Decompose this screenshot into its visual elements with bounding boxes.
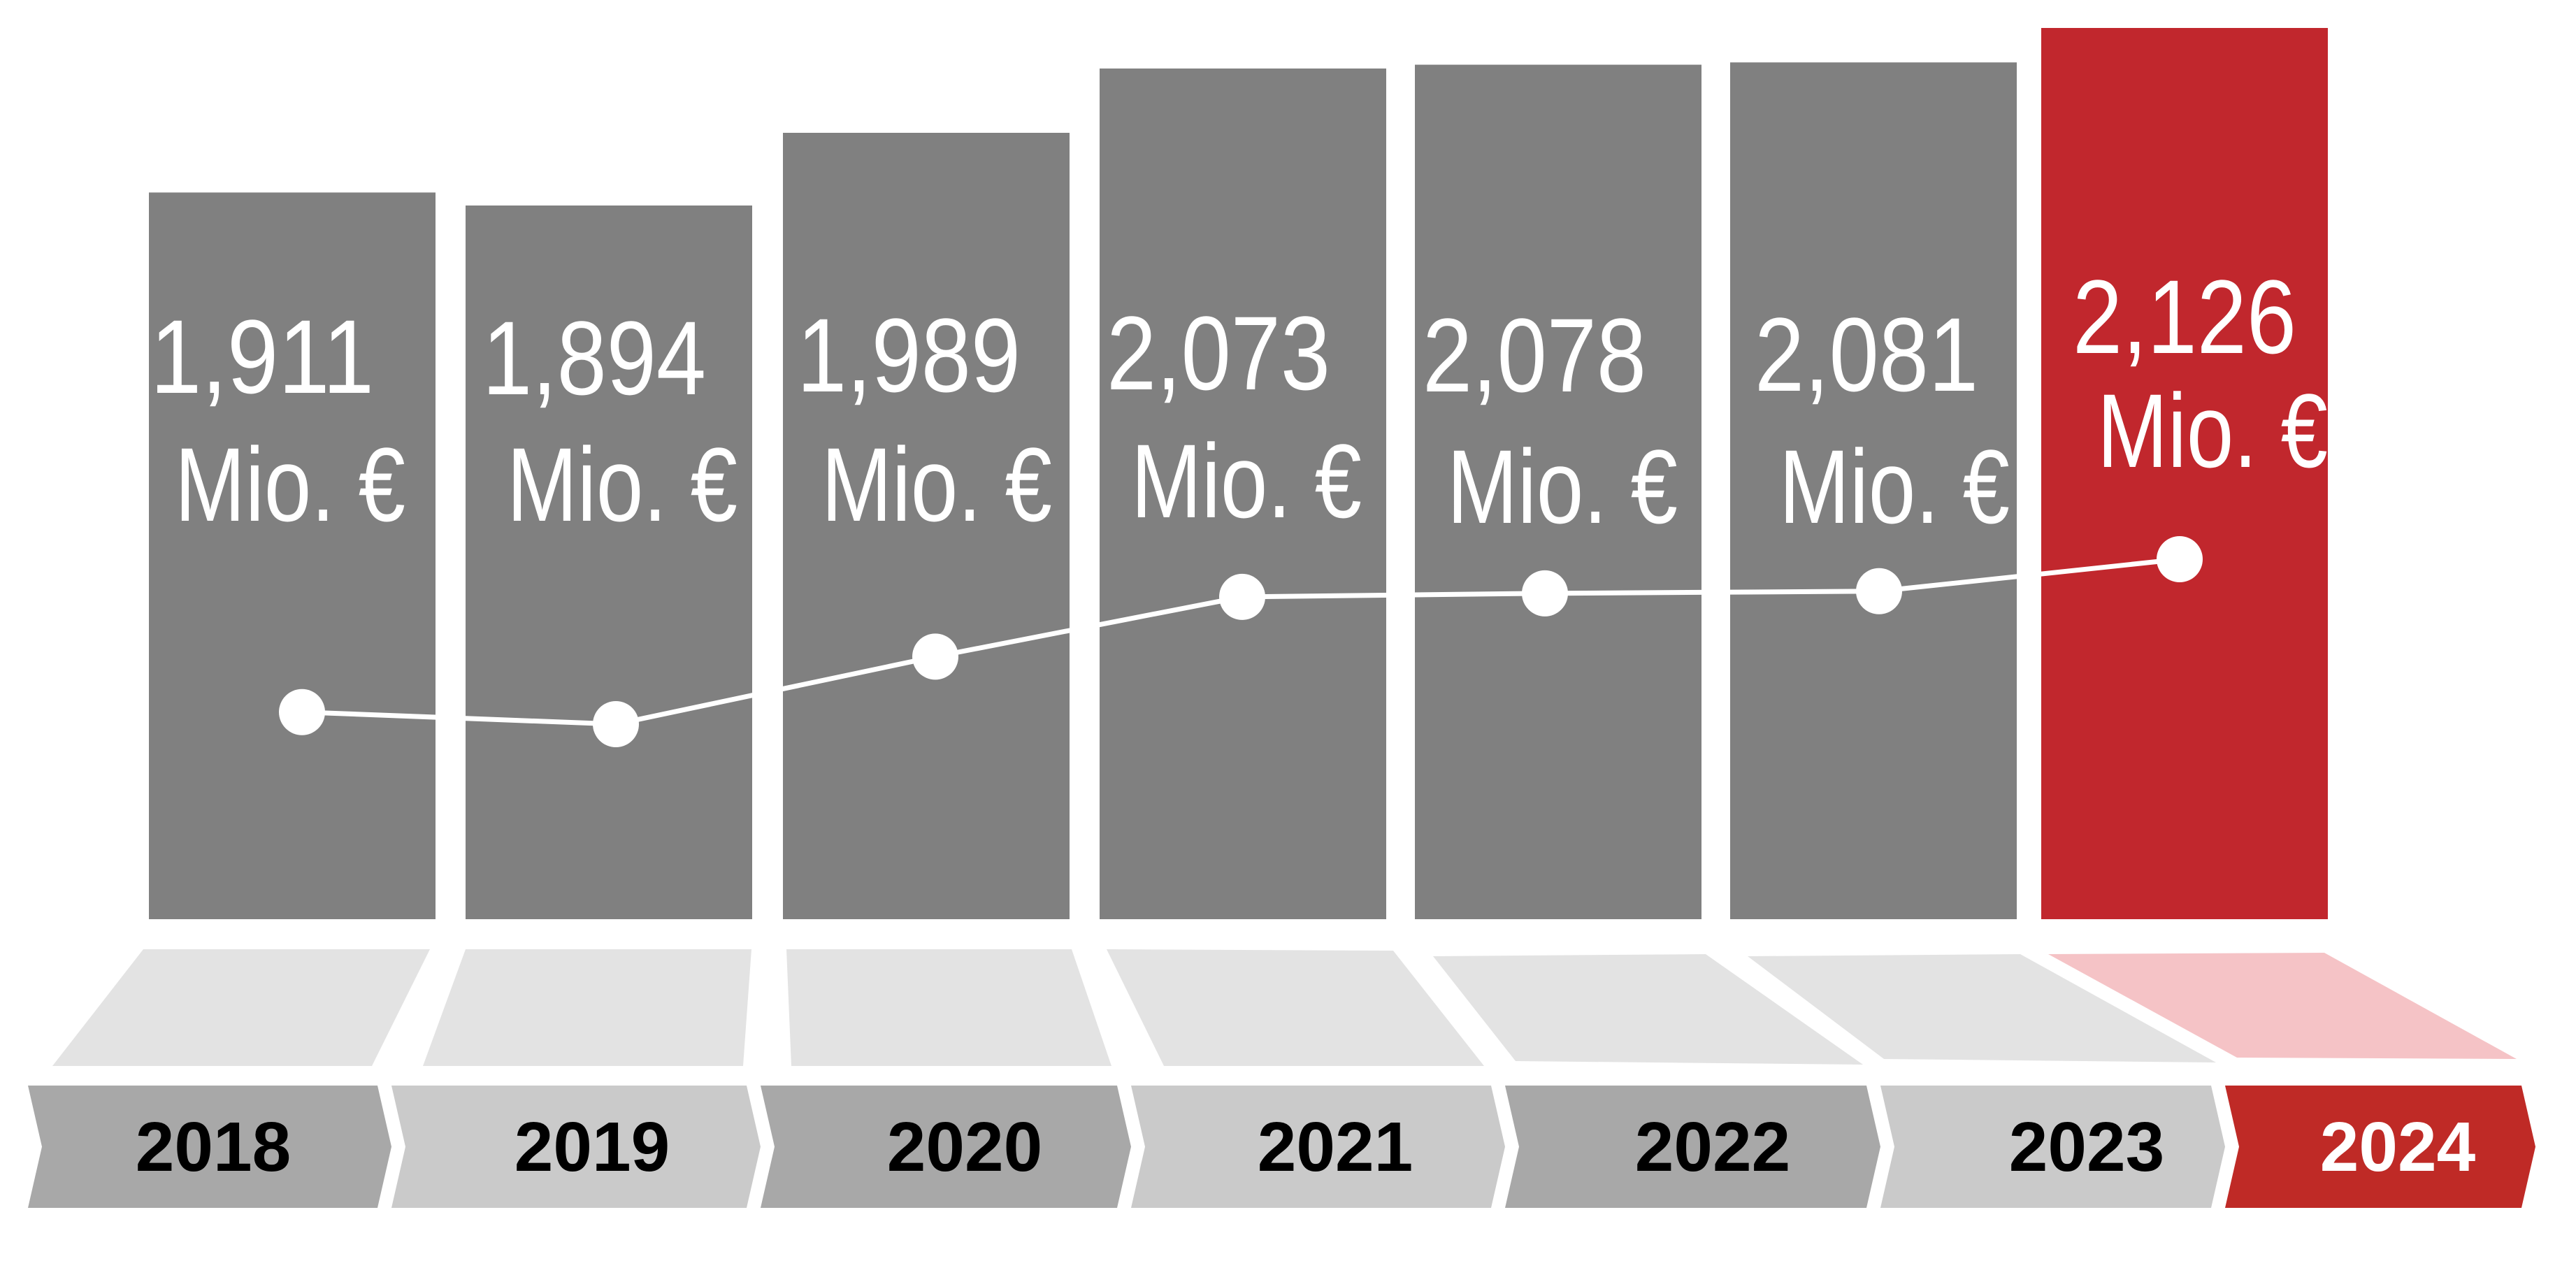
trend-marker-2023 <box>1856 568 1902 614</box>
ramp-2023 <box>1748 954 2216 1062</box>
bar-2022 <box>1415 64 1701 919</box>
bars-layer <box>149 28 2328 920</box>
bar-2020 <box>783 132 1070 920</box>
ramp-2022 <box>1433 954 1863 1065</box>
unit-label-2024: Mio. € <box>2097 372 2328 489</box>
trend-marker-2024 <box>2157 536 2203 582</box>
year-tab-2021 <box>1131 1086 1505 1208</box>
year-label-2019: 2019 <box>515 1108 670 1186</box>
ramp-2024 <box>2048 953 2517 1059</box>
trend-line-layer <box>279 536 2203 747</box>
unit-label-2019: Mio. € <box>507 426 737 543</box>
year-label-2022: 2022 <box>1635 1108 1790 1186</box>
bar-2019 <box>466 206 752 919</box>
value-label-2018: 1,911 <box>150 298 374 415</box>
unit-label-2021: Mio. € <box>1131 422 1362 540</box>
unit-label-2018: Mio. € <box>175 426 405 543</box>
ramps-layer <box>52 949 2517 1066</box>
value-label-2023: 2,081 <box>1755 296 1978 413</box>
trend-marker-2022 <box>1522 570 1568 617</box>
year-tab-2019 <box>391 1086 761 1208</box>
ramp-2018 <box>52 949 430 1066</box>
value-label-2024: 2,126 <box>2073 258 2296 375</box>
bar-2023 <box>1730 62 2017 920</box>
unit-label-2020: Mio. € <box>821 426 1052 543</box>
value-label-2020: 1,989 <box>797 296 1021 414</box>
ramp-2020 <box>786 949 1111 1066</box>
year-tab-2018 <box>28 1086 391 1208</box>
year-tab-2023 <box>1880 1086 2225 1208</box>
year-label-2024: 2024 <box>2320 1108 2476 1186</box>
trend-marker-2021 <box>1219 573 1265 620</box>
year-tab-2024 <box>2225 1086 2535 1208</box>
year-tab-2020 <box>761 1086 1131 1208</box>
ramp-2019 <box>423 949 751 1066</box>
ramp-2021 <box>1107 949 1484 1066</box>
year-label-2023: 2023 <box>2009 1108 2164 1186</box>
bar-2024 <box>2041 28 2328 919</box>
unit-label-2022: Mio. € <box>1447 428 1678 545</box>
bar-2021 <box>1100 69 1386 919</box>
year-tabs-layer: 2018 2019 2020 2021 2022 2023 2024 <box>28 1086 2535 1208</box>
trend-marker-2020 <box>912 633 958 680</box>
trend-marker-2018 <box>279 689 325 735</box>
unit-label-2023: Mio. € <box>1779 428 2010 545</box>
bar-2018 <box>149 192 436 919</box>
year-tab-2022 <box>1505 1086 1880 1208</box>
year-label-2021: 2021 <box>1258 1108 1413 1186</box>
value-label-2019: 1,894 <box>482 299 706 417</box>
year-label-2020: 2020 <box>887 1108 1042 1186</box>
trend-marker-2019 <box>593 701 639 747</box>
year-label-2018: 2018 <box>136 1108 291 1186</box>
value-label-2022: 2,078 <box>1423 296 1646 414</box>
value-label-2021: 2,073 <box>1107 294 1330 412</box>
